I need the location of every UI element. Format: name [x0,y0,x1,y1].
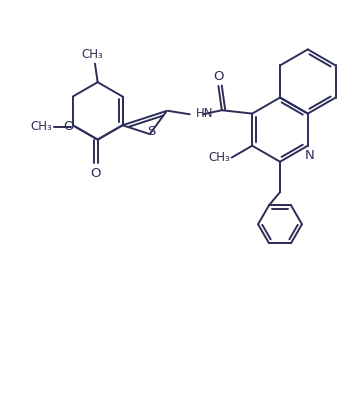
Text: CH₃: CH₃ [31,120,52,134]
Text: HN: HN [195,107,213,120]
Text: O: O [63,120,74,134]
Text: O: O [91,167,101,180]
Text: CH₃: CH₃ [208,151,230,164]
Text: O: O [213,69,224,83]
Text: CH₃: CH₃ [82,48,103,61]
Text: N: N [304,149,314,162]
Text: S: S [147,125,156,138]
